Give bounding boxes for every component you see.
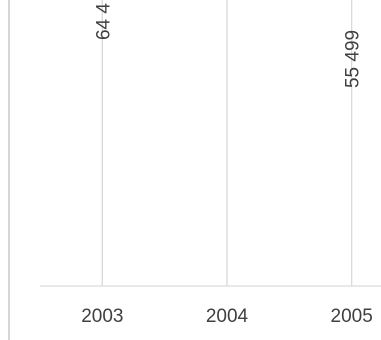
grid-layer <box>101 0 353 286</box>
x-tick-label: 2004 <box>206 306 249 327</box>
x-tick-labels: 2003 2004 2005 <box>81 306 373 327</box>
x-tick-label: 2003 <box>81 306 123 327</box>
data-labels: 64 4 55 499 <box>93 3 363 88</box>
data-label-2005: 55 499 <box>343 30 364 88</box>
data-label-2003: 64 4 <box>93 3 114 40</box>
x-tick-label: 2005 <box>331 306 373 327</box>
